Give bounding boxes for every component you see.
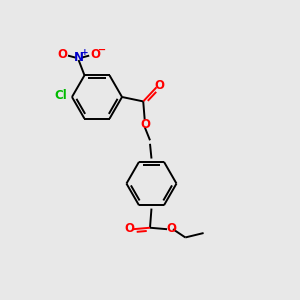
Text: O: O <box>124 222 134 235</box>
Text: O: O <box>166 222 176 235</box>
Text: N: N <box>74 51 84 64</box>
Text: O: O <box>154 79 164 92</box>
Text: O: O <box>90 48 100 61</box>
Text: O: O <box>57 48 67 61</box>
Text: Cl: Cl <box>55 89 68 102</box>
Text: O: O <box>140 118 150 131</box>
Text: −: − <box>98 45 106 55</box>
Text: +: + <box>81 48 89 57</box>
